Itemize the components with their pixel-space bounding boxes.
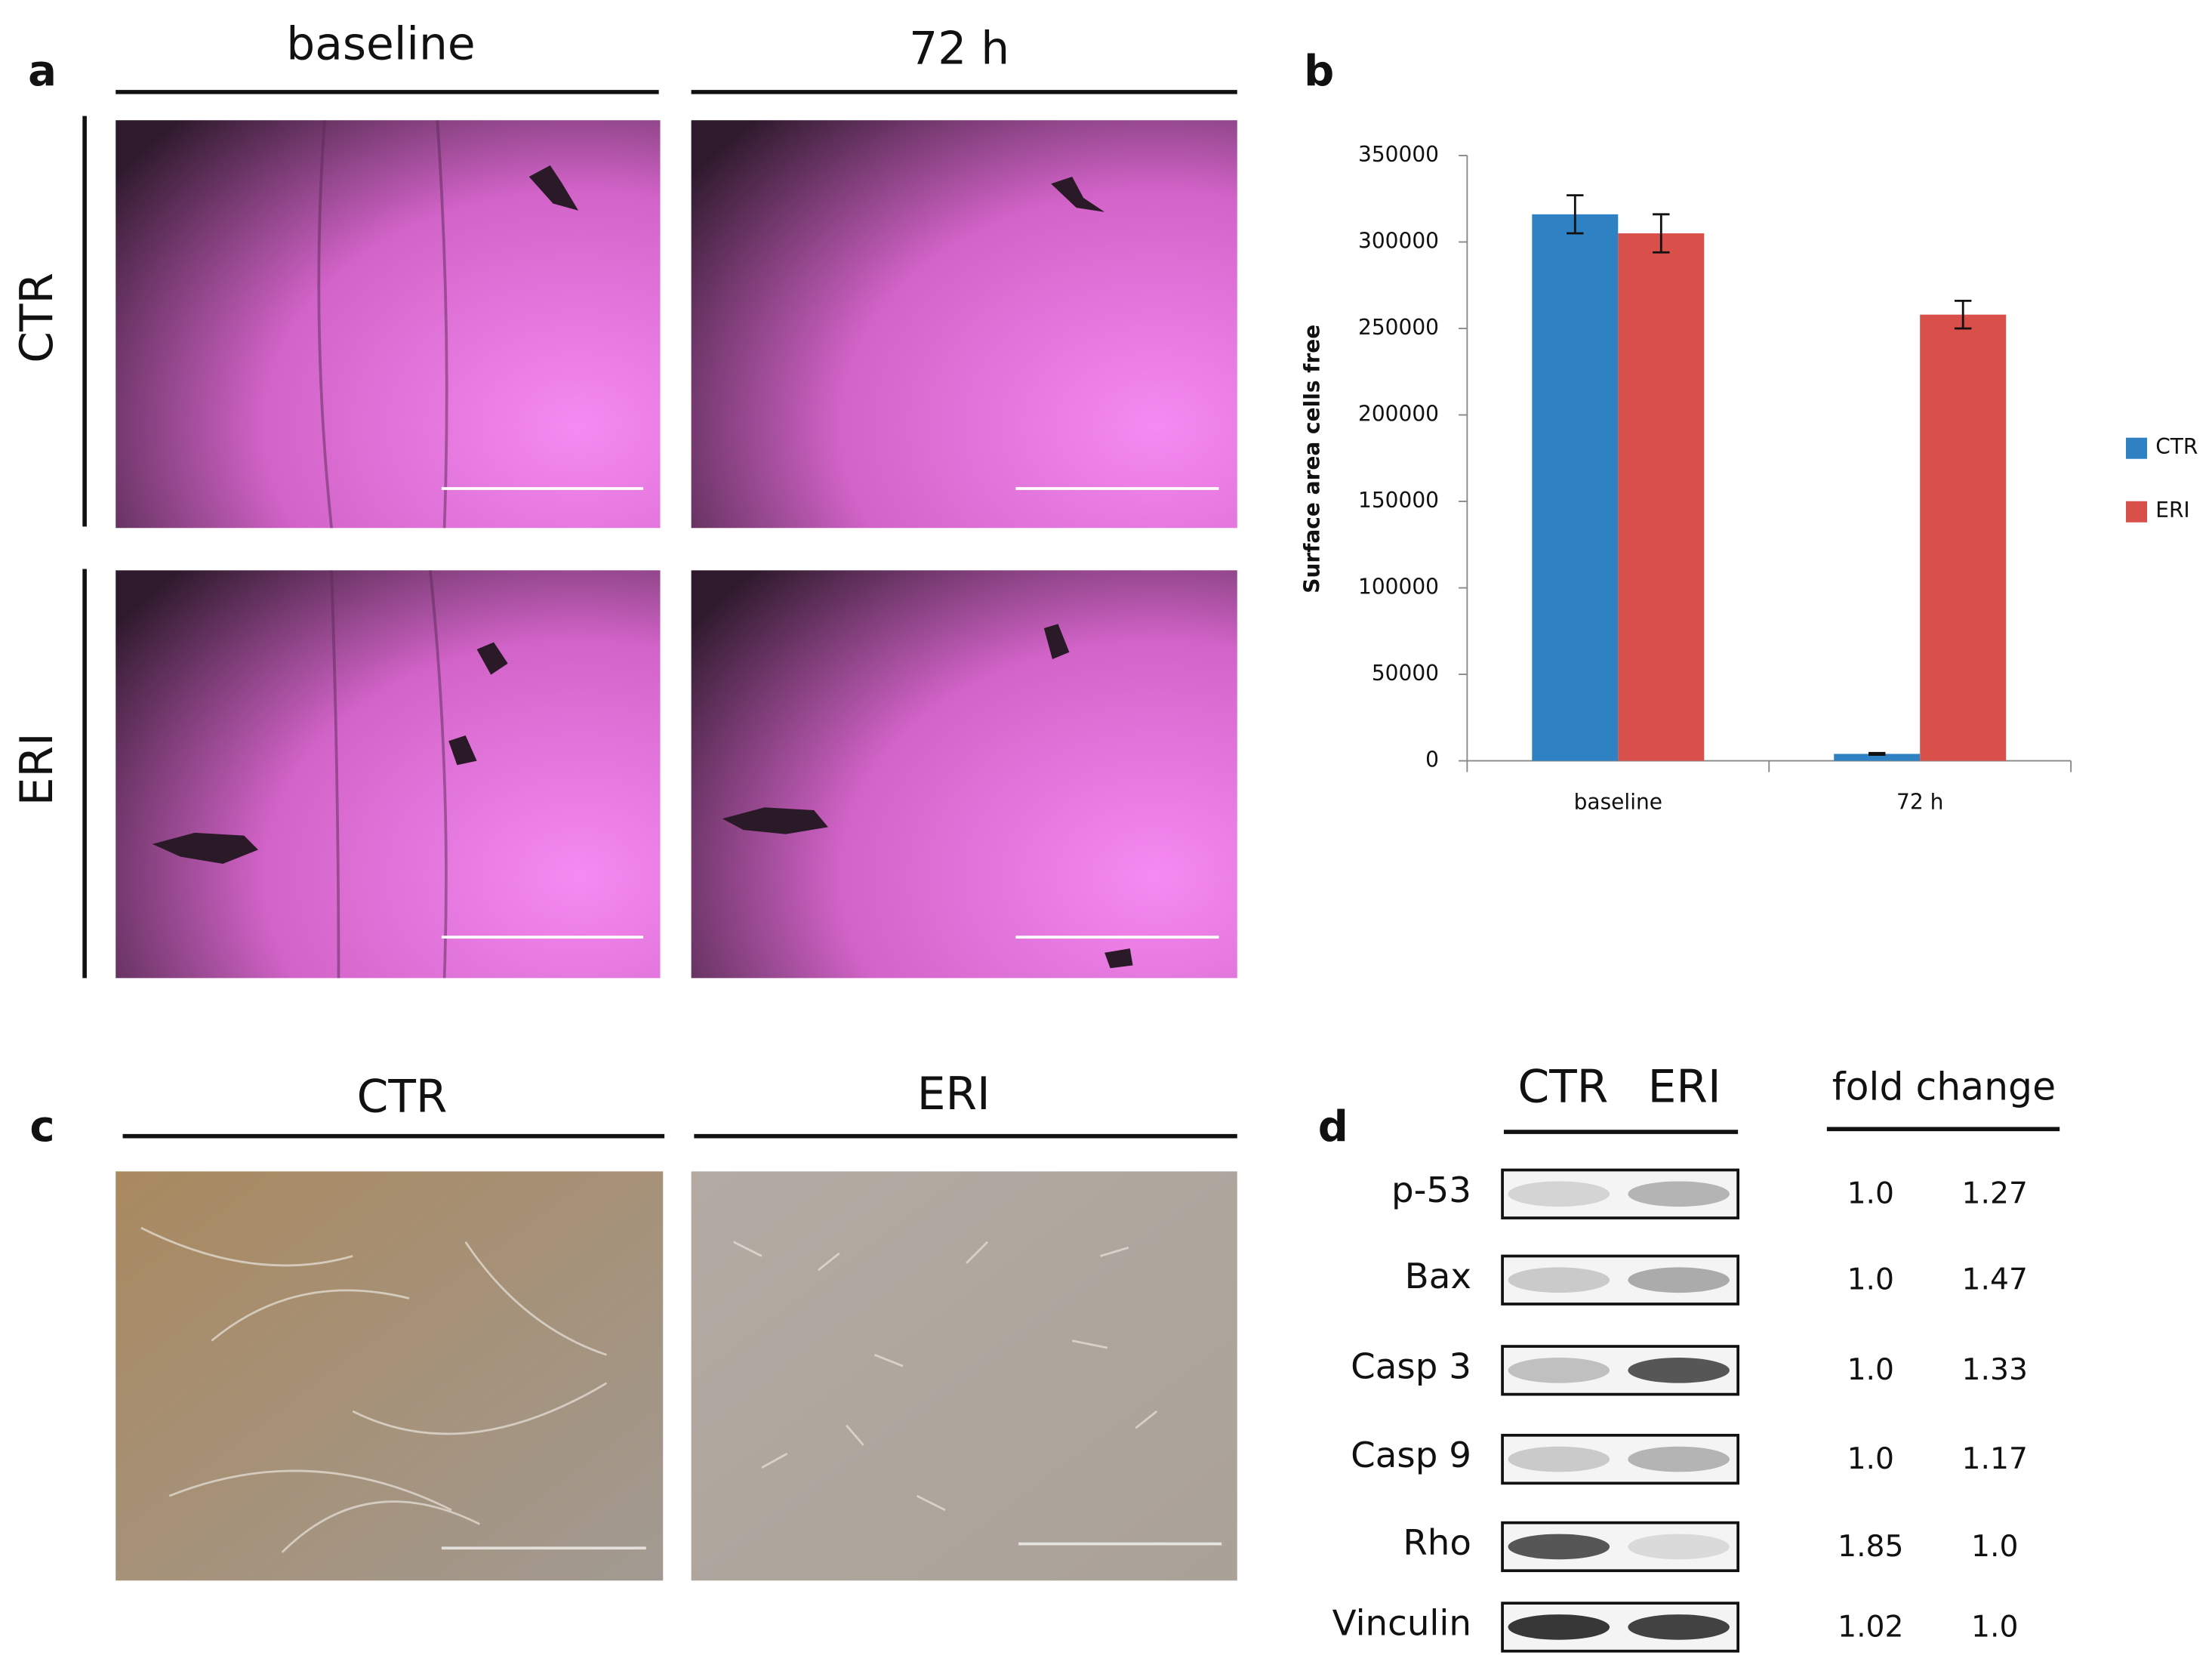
- protein-label: Bax: [1405, 1256, 1471, 1297]
- y-tick-label: 150000: [1358, 488, 1439, 513]
- y-tick-label: 0: [1425, 748, 1439, 772]
- micrograph: [691, 1171, 1237, 1581]
- blot-frame: [1501, 1254, 1740, 1306]
- micrograph: [116, 570, 661, 979]
- panel-label: d: [1318, 1102, 1348, 1151]
- bar: [1834, 754, 1921, 761]
- error-bar: [1954, 299, 1972, 330]
- blot-band: [1628, 1534, 1730, 1560]
- blot-frame: [1501, 1168, 1740, 1219]
- fold-change-value: 1.85: [1838, 1530, 1903, 1564]
- blot-band: [1628, 1358, 1730, 1383]
- fold-change-value: 1.33: [1962, 1353, 2028, 1387]
- row-title: ERI: [11, 732, 63, 806]
- blot-frame: [1501, 1433, 1740, 1485]
- micrograph: [691, 570, 1237, 979]
- column-title: CTR: [357, 1071, 448, 1124]
- legend-swatch: [2126, 437, 2148, 459]
- protein-label: Casp 3: [1351, 1346, 1471, 1387]
- panel-label: c: [29, 1102, 54, 1151]
- error-bar: [1868, 751, 1886, 756]
- fold-change-value: 1.17: [1962, 1442, 2028, 1476]
- column-title: ERI: [917, 1068, 990, 1121]
- fold-change-value: 1.0: [1971, 1530, 2018, 1564]
- blot-band: [1508, 1534, 1610, 1560]
- blot-band: [1628, 1267, 1730, 1293]
- y-axis-label: Surface area cells free: [1300, 325, 1325, 593]
- fold-change-value: 1.27: [1962, 1177, 2028, 1211]
- legend-label: ERI: [2155, 498, 2189, 523]
- column-title: baseline: [286, 19, 475, 71]
- bar: [1920, 314, 2007, 761]
- column-title: 72 h: [909, 23, 1009, 75]
- lane-title: CTR: [1518, 1062, 1609, 1114]
- fold-change-value: 1.0: [1847, 1263, 1894, 1297]
- y-tick-label: 250000: [1358, 315, 1439, 340]
- lane-title: ERI: [1648, 1062, 1721, 1114]
- blot-band: [1508, 1446, 1610, 1472]
- micrograph: [116, 1171, 664, 1581]
- protein-label: Rho: [1403, 1523, 1471, 1564]
- blot-band: [1508, 1614, 1610, 1640]
- fold-change-value: 1.0: [1847, 1353, 1894, 1387]
- row-title: CTR: [11, 273, 63, 363]
- bar: [1618, 233, 1705, 761]
- y-tick-label: 300000: [1358, 228, 1439, 253]
- x-tick-label: 72 h: [1896, 790, 1943, 815]
- bar: [1532, 214, 1619, 761]
- fold-change-value: 1.02: [1838, 1610, 1903, 1644]
- legend-label: CTR: [2155, 434, 2198, 459]
- micrograph: [691, 120, 1237, 529]
- micrographs: [116, 120, 1237, 979]
- blot-band: [1628, 1181, 1730, 1207]
- blot-frame: [1501, 1521, 1740, 1573]
- y-tick-label: 200000: [1358, 402, 1439, 427]
- y-tick-label: 50000: [1372, 661, 1439, 686]
- blot-band: [1628, 1446, 1730, 1472]
- blot-band: [1508, 1358, 1610, 1383]
- x-tick-label: baseline: [1574, 790, 1662, 815]
- cell-texture: [140, 1226, 1222, 1553]
- blot-band: [1508, 1181, 1610, 1207]
- legend-swatch: [2126, 501, 2148, 523]
- protein-label: Vinculin: [1332, 1604, 1471, 1645]
- blot-band: [1508, 1267, 1610, 1293]
- protein-label: Casp 9: [1351, 1435, 1471, 1476]
- panel-label: a: [28, 47, 57, 96]
- micrograph: [116, 120, 661, 529]
- panel-label: b: [1304, 47, 1334, 96]
- protein-label: p-53: [1391, 1170, 1471, 1211]
- y-tick-label: 100000: [1358, 575, 1439, 600]
- blot-band: [1628, 1614, 1730, 1640]
- fold-change-value: 1.0: [1971, 1610, 2018, 1644]
- fold-change-value: 1.0: [1847, 1442, 1894, 1476]
- fold-change-value: 1.0: [1847, 1177, 1894, 1211]
- fold-change-header: fold change: [1832, 1064, 2056, 1108]
- fold-change-value: 1.47: [1962, 1263, 2028, 1297]
- y-tick-label: 350000: [1358, 142, 1439, 167]
- error-bar: [1567, 194, 1584, 235]
- error-bar: [1653, 213, 1670, 254]
